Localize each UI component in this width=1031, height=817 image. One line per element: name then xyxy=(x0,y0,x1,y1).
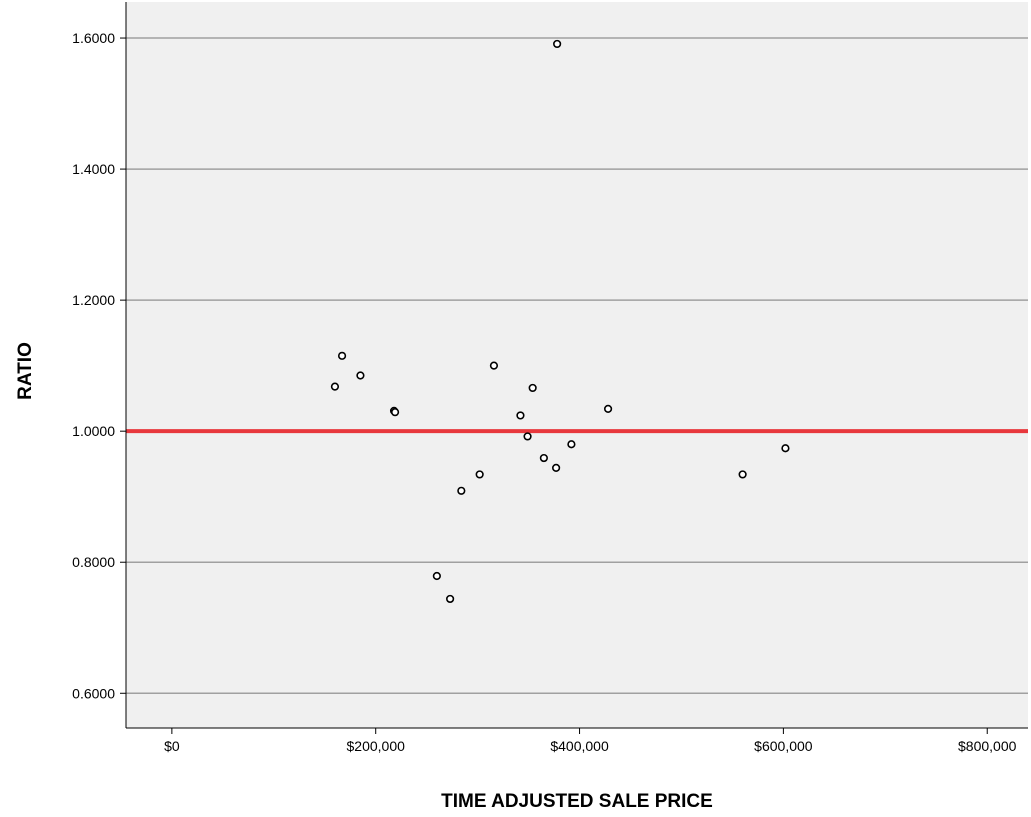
data-point xyxy=(489,361,499,370)
y-tick-label: 1.2000 xyxy=(72,292,115,308)
data-point xyxy=(553,39,562,49)
x-axis-title: TIME ADJUSTED SALE PRICE xyxy=(441,791,713,812)
y-axis-title: RATIO xyxy=(15,342,36,400)
data-point xyxy=(330,382,340,391)
data-point xyxy=(446,594,455,604)
x-tick-label: $400,000 xyxy=(550,738,609,754)
y-tick-label: 0.6000 xyxy=(72,685,115,701)
y-tick-label: 1.4000 xyxy=(72,161,115,177)
x-tick-label: $200,000 xyxy=(347,738,406,754)
data-point xyxy=(552,463,561,472)
data-point xyxy=(603,404,613,414)
x-tick-label: $600,000 xyxy=(754,738,813,754)
plot-area xyxy=(126,2,1028,728)
data-point xyxy=(539,453,548,463)
data-point xyxy=(516,411,525,420)
data-point xyxy=(475,470,484,479)
data-point xyxy=(432,571,441,581)
x-tick-label: $800,000 xyxy=(958,738,1017,754)
data-points xyxy=(330,39,790,604)
data-point xyxy=(528,383,537,393)
y-tick-label: 1.0000 xyxy=(72,423,115,439)
data-point xyxy=(781,444,790,453)
x-axis-ticks: $0 $200,000 $400,000 $600,000 $800,000 xyxy=(164,728,1017,754)
data-point xyxy=(457,486,466,495)
x-tick-label: $0 xyxy=(164,738,180,754)
data-point xyxy=(738,470,747,479)
y-axis-ticks: 0.6000 0.8000 1.0000 1.2000 1.4000 1.6000 xyxy=(72,30,126,701)
data-point xyxy=(356,371,365,380)
data-point xyxy=(523,432,532,441)
data-point xyxy=(390,408,400,417)
y-tick-label: 1.6000 xyxy=(72,30,115,46)
data-point xyxy=(567,440,576,449)
y-tick-label: 0.8000 xyxy=(72,554,115,570)
data-point xyxy=(337,351,347,360)
